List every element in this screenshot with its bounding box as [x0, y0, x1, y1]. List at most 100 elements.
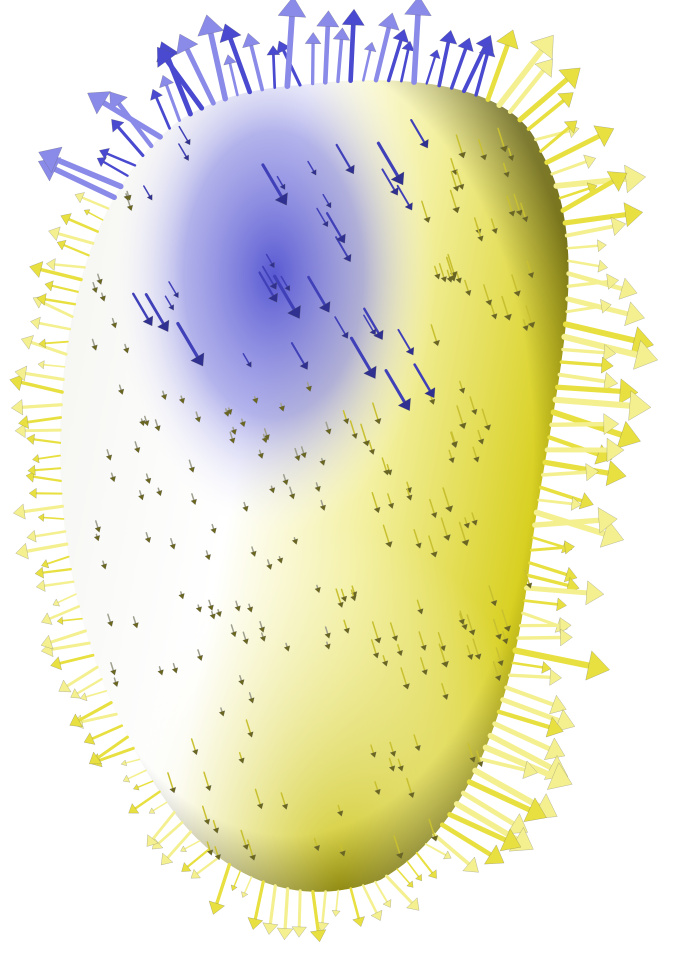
arrow-shaft	[281, 403, 282, 406]
arrow-shaft	[513, 663, 543, 668]
arrow-head	[310, 930, 326, 942]
arrow-shaft	[322, 459, 323, 461]
arrow	[28, 465, 60, 475]
arrow-head	[16, 543, 29, 559]
arrow-shaft	[82, 198, 108, 209]
arrow-shaft	[212, 612, 213, 615]
arrow-shaft	[78, 679, 102, 693]
arrow-shaft	[556, 400, 630, 406]
arrow-shaft	[510, 675, 550, 677]
arrow-shaft	[52, 286, 78, 292]
arrow-head	[191, 869, 200, 878]
arrow	[38, 361, 64, 369]
arrow-shaft	[230, 64, 237, 95]
arrow-shaft	[568, 261, 598, 266]
arrow-head	[248, 917, 263, 929]
page: (() => { const data = JSON.parse(documen…	[0, 0, 682, 973]
arrow-head	[48, 227, 60, 241]
arrow-shaft	[153, 812, 174, 838]
arrow	[89, 737, 127, 764]
arrow	[292, 891, 306, 937]
arrow	[547, 126, 614, 163]
arrow	[61, 214, 98, 232]
arrow	[525, 598, 567, 611]
arrow-shaft	[568, 282, 607, 287]
arrow-head	[29, 488, 36, 498]
arrow	[342, 9, 364, 81]
arrow-shaft	[35, 532, 65, 537]
vector-field-render	[0, 0, 682, 973]
arrow-shaft	[226, 409, 227, 412]
arrow-shaft	[181, 396, 182, 399]
arrow-shaft	[439, 42, 448, 85]
arrow-shaft	[338, 40, 342, 82]
arrow-shaft	[327, 642, 328, 644]
arrow-head	[45, 281, 54, 291]
arrow-head	[542, 661, 551, 673]
arrow-shaft	[34, 477, 61, 481]
arrow-shaft	[185, 841, 200, 849]
arrow-shaft	[249, 604, 250, 607]
arrow	[231, 871, 240, 891]
arrow-shaft	[45, 299, 74, 304]
arrow-shaft	[45, 342, 68, 344]
arrow	[539, 497, 582, 510]
arrow-shaft	[286, 643, 287, 646]
arrow-shaft	[198, 605, 199, 607]
arrow-head	[342, 9, 364, 25]
arrow-shaft	[417, 853, 432, 873]
arrow-head	[586, 581, 604, 605]
arrow	[248, 882, 263, 930]
arrow-head	[80, 693, 87, 701]
arrow-head	[564, 541, 574, 554]
arrow-shaft	[525, 601, 558, 605]
arrow-shaft	[104, 162, 128, 176]
arrow-shaft	[181, 592, 182, 594]
arrow	[35, 567, 71, 578]
arrow-shaft	[25, 430, 60, 431]
arrow	[80, 691, 106, 701]
arrow-shaft	[387, 876, 412, 903]
arrow-shaft	[452, 49, 466, 88]
arrow	[27, 530, 65, 542]
arrow-shaft	[47, 557, 68, 564]
arrow	[565, 203, 643, 227]
arrow-head	[624, 203, 643, 227]
arrow-shaft	[270, 886, 275, 924]
arrow	[518, 629, 572, 646]
surface	[60, 80, 569, 892]
arrow-shaft	[27, 544, 67, 551]
arrow-shaft	[251, 46, 262, 90]
arrow	[53, 594, 76, 606]
arrow	[332, 890, 340, 916]
arrow	[333, 28, 350, 82]
arrow-shaft	[299, 891, 300, 927]
arrow-head	[601, 357, 613, 373]
arrow	[442, 825, 504, 864]
arrow-head	[606, 460, 626, 485]
arrow-shaft	[92, 726, 121, 739]
arrow	[26, 471, 61, 482]
arrow-shaft	[518, 637, 560, 638]
arrow-shaft	[64, 245, 88, 255]
arrow	[150, 89, 169, 128]
arrow	[499, 712, 563, 737]
arrow-head	[121, 760, 127, 766]
arrow-head	[531, 35, 554, 59]
arrow	[209, 865, 229, 915]
arrow-shaft	[22, 405, 61, 407]
arrow-shaft	[260, 450, 261, 453]
arrow	[535, 507, 617, 533]
arrow-head	[378, 13, 399, 31]
arrow-shaft	[229, 408, 230, 410]
arrow-head	[27, 530, 36, 542]
arrow	[48, 227, 92, 244]
arrow-shaft	[567, 226, 613, 235]
arrow	[387, 876, 420, 910]
arrow-head	[29, 262, 42, 278]
arrow-shaft	[211, 33, 225, 98]
arrow-head	[35, 567, 44, 578]
arrow	[121, 759, 139, 765]
arrow	[27, 434, 60, 444]
arrow	[317, 11, 339, 83]
